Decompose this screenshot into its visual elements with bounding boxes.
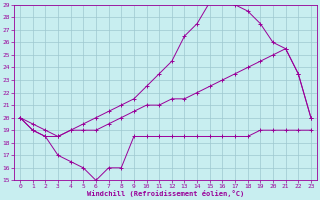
X-axis label: Windchill (Refroidissement éolien,°C): Windchill (Refroidissement éolien,°C) [87, 190, 244, 197]
